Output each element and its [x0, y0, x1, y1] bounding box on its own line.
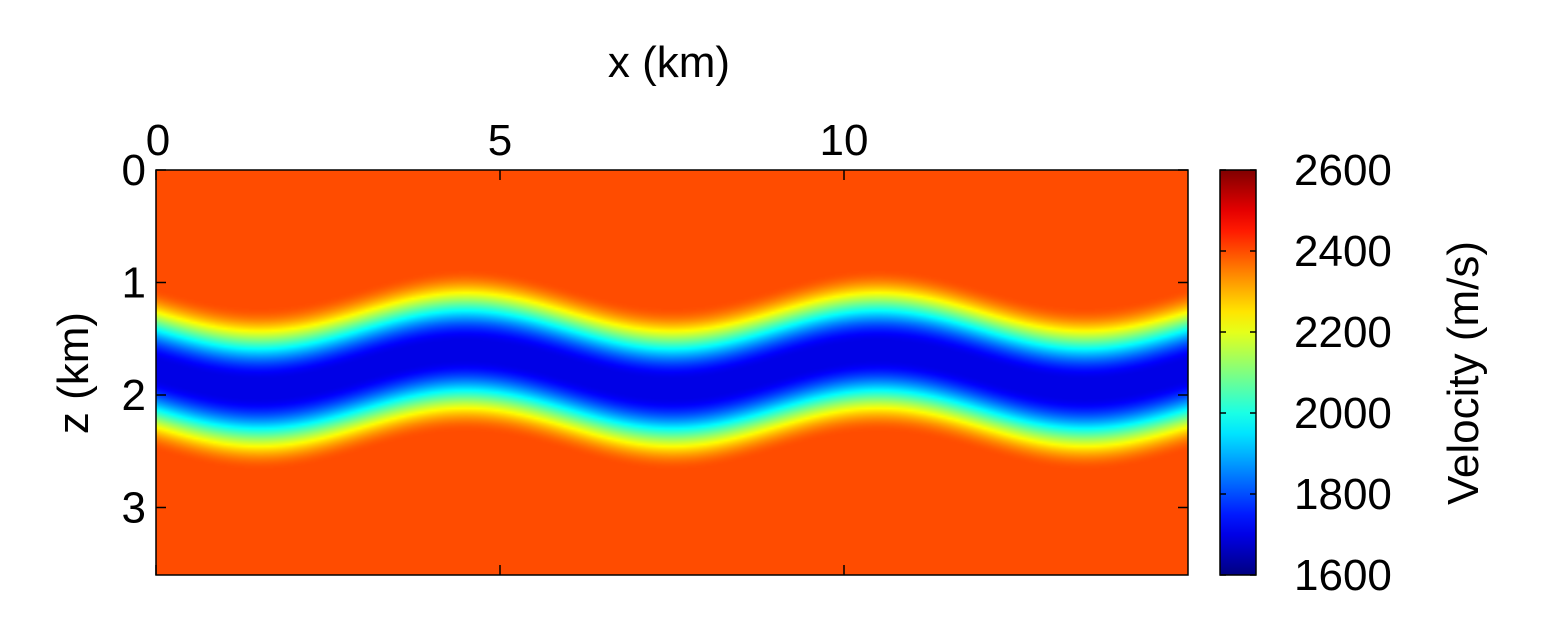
y-tick-label: 0 — [122, 146, 146, 195]
colorbar-tick-label: 1600 — [1294, 551, 1392, 600]
colorbar-label: Velocity (m/s) — [1439, 241, 1488, 505]
x-axis-label: x (km) — [608, 38, 730, 87]
y-tick-label: 3 — [122, 484, 146, 533]
y-tick-label: 2 — [122, 371, 146, 420]
y-axis-label: z (km) — [49, 312, 98, 434]
x-tick-label: 10 — [820, 116, 869, 165]
colorbar-tick-label: 1800 — [1294, 470, 1392, 519]
colorbar-tick-label: 2400 — [1294, 227, 1392, 276]
x-axis-ticks: 0 5 10 — [146, 116, 869, 575]
colorbar — [1219, 169, 1257, 576]
colorbar-tick-label: 2000 — [1294, 389, 1392, 438]
y-axis-ticks: 0 1 2 3 — [122, 146, 1188, 533]
y-tick-label: 1 — [122, 259, 146, 308]
heatmap-image — [156, 170, 1188, 575]
x-tick-label: 0 — [146, 116, 170, 165]
colorbar-tick-label: 2200 — [1294, 308, 1392, 357]
heatmap-area — [156, 170, 1188, 575]
colorbar-ticks: 1600 1800 2000 2200 2400 2600 — [1220, 146, 1392, 600]
x-tick-label: 5 — [488, 116, 512, 165]
colorbar-tick-label: 2600 — [1294, 146, 1392, 195]
plot-frame — [155, 169, 1189, 576]
